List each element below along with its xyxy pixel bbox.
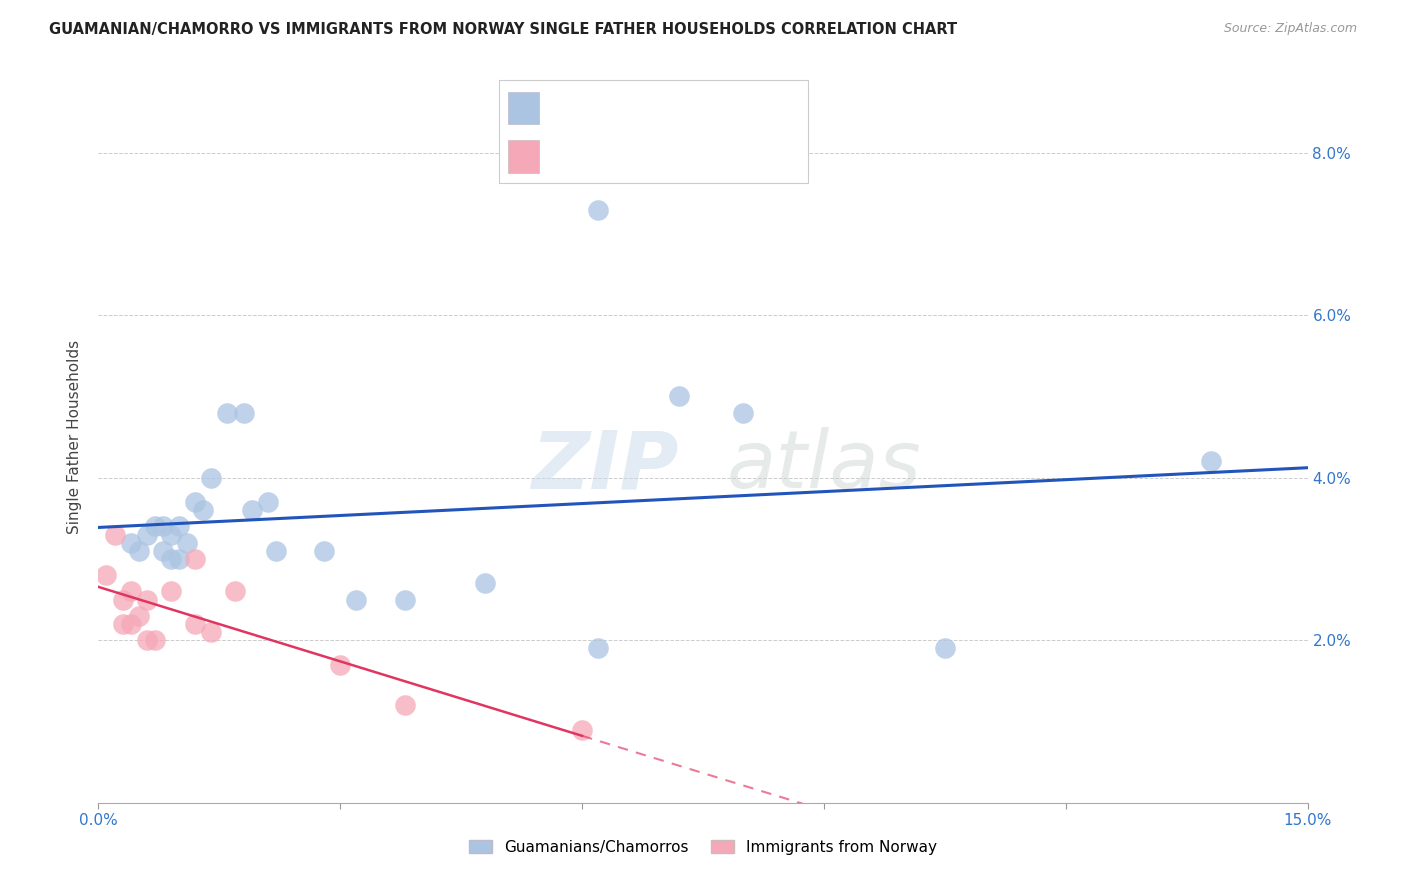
Text: atlas: atlas bbox=[727, 427, 922, 506]
Point bbox=[167, 519, 190, 533]
Text: R =: R = bbox=[551, 99, 588, 117]
Text: Source: ZipAtlas.com: Source: ZipAtlas.com bbox=[1223, 22, 1357, 36]
Text: -0.329: -0.329 bbox=[607, 146, 661, 164]
Text: N =: N = bbox=[685, 99, 721, 117]
Point bbox=[224, 584, 246, 599]
Point bbox=[167, 552, 190, 566]
Point bbox=[934, 641, 956, 656]
Point bbox=[586, 202, 609, 217]
Point bbox=[111, 592, 134, 607]
Point bbox=[160, 584, 183, 599]
Point bbox=[160, 527, 183, 541]
Point bbox=[143, 519, 166, 533]
Point bbox=[314, 544, 336, 558]
Text: 18: 18 bbox=[741, 146, 762, 164]
Point bbox=[200, 625, 222, 640]
Point bbox=[193, 503, 215, 517]
Point bbox=[176, 535, 198, 549]
Y-axis label: Single Father Households: Single Father Households bbox=[67, 340, 83, 534]
Text: 28: 28 bbox=[741, 99, 762, 117]
Point bbox=[120, 535, 142, 549]
Point bbox=[474, 576, 496, 591]
Text: N =: N = bbox=[685, 146, 721, 164]
Point bbox=[103, 527, 125, 541]
Point bbox=[184, 495, 207, 509]
Point bbox=[329, 657, 352, 672]
FancyBboxPatch shape bbox=[499, 80, 808, 183]
Text: GUAMANIAN/CHAMORRO VS IMMIGRANTS FROM NORWAY SINGLE FATHER HOUSEHOLDS CORRELATIO: GUAMANIAN/CHAMORRO VS IMMIGRANTS FROM NO… bbox=[49, 22, 957, 37]
Point bbox=[152, 544, 174, 558]
Point bbox=[256, 495, 278, 509]
Point bbox=[128, 544, 150, 558]
Point bbox=[152, 519, 174, 533]
Point bbox=[733, 406, 755, 420]
Point bbox=[96, 568, 118, 582]
Point bbox=[184, 552, 207, 566]
Point bbox=[344, 592, 367, 607]
Point bbox=[135, 633, 157, 648]
Legend: Guamanians/Chamorros, Immigrants from Norway: Guamanians/Chamorros, Immigrants from No… bbox=[463, 834, 943, 861]
Point bbox=[394, 592, 416, 607]
Point bbox=[143, 633, 166, 648]
Point bbox=[135, 527, 157, 541]
Point bbox=[394, 698, 416, 713]
Text: 0.273: 0.273 bbox=[607, 99, 655, 117]
FancyBboxPatch shape bbox=[509, 92, 540, 124]
Point bbox=[128, 608, 150, 623]
Point bbox=[184, 617, 207, 632]
Text: R =: R = bbox=[551, 146, 588, 164]
Point bbox=[232, 406, 254, 420]
Point bbox=[1199, 454, 1222, 468]
Point bbox=[586, 641, 609, 656]
Point bbox=[217, 406, 239, 420]
Point bbox=[240, 503, 263, 517]
Point bbox=[120, 584, 142, 599]
Point bbox=[120, 617, 142, 632]
Text: ZIP: ZIP bbox=[531, 427, 679, 506]
Point bbox=[264, 544, 287, 558]
Point bbox=[111, 617, 134, 632]
Point bbox=[571, 723, 593, 737]
Point bbox=[668, 389, 690, 403]
Point bbox=[160, 552, 183, 566]
Point bbox=[135, 592, 157, 607]
FancyBboxPatch shape bbox=[509, 140, 540, 173]
Point bbox=[200, 471, 222, 485]
